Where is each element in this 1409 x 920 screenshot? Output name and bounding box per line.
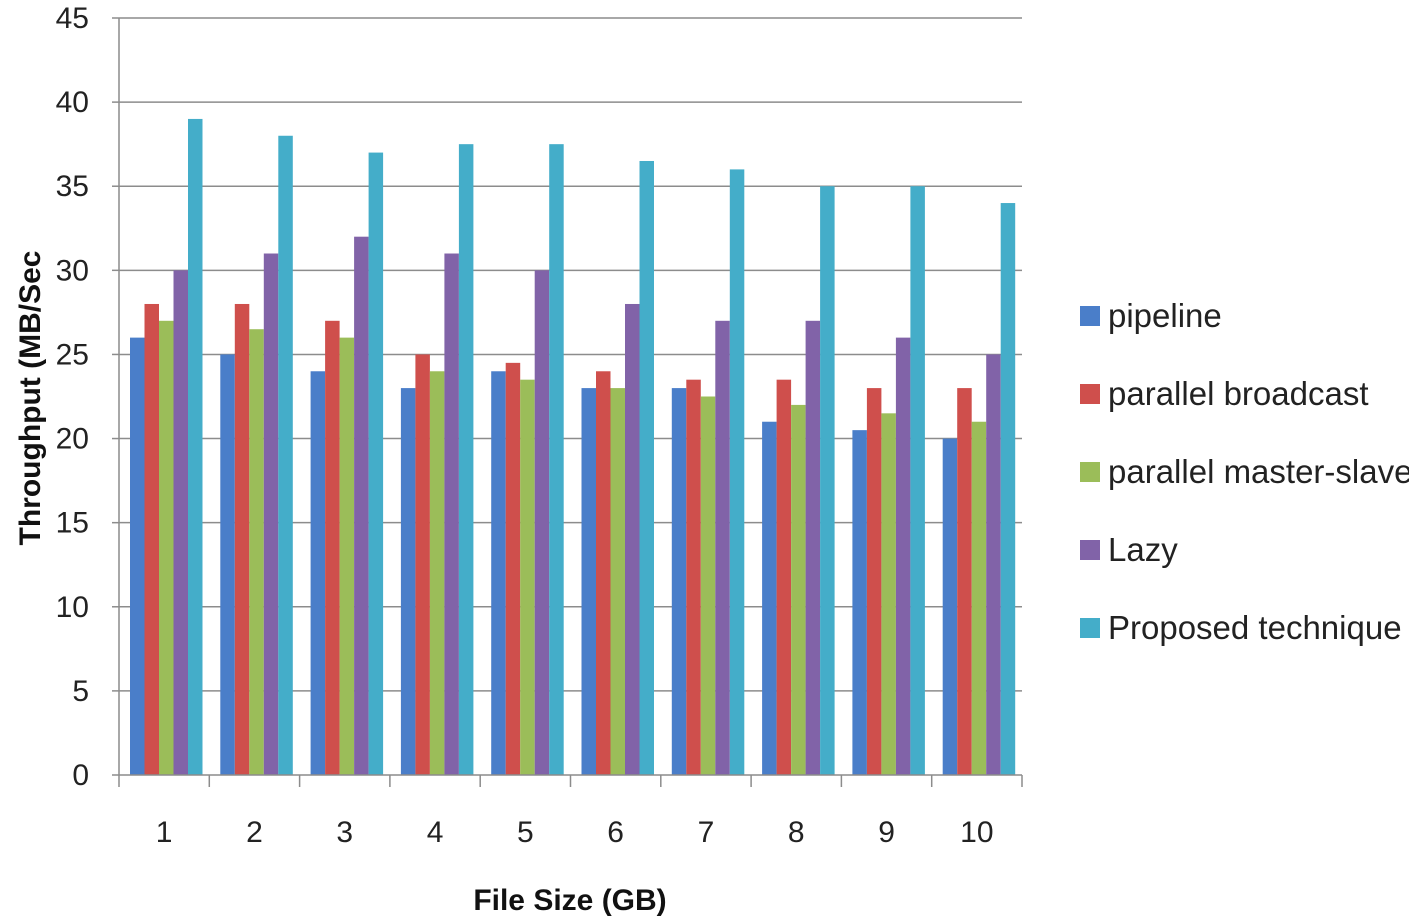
y-tick-label: 20 [56, 423, 89, 456]
legend-label: parallel master-slave [1108, 453, 1409, 490]
legend-swatch [1080, 384, 1100, 404]
x-tick-label: 3 [336, 816, 353, 849]
bar-parallel-broadcast [234, 303, 250, 775]
y-tick-label: 0 [72, 759, 89, 792]
bar-parallel-broadcast [596, 371, 611, 775]
y-tick-label: 40 [56, 86, 89, 119]
y-tick-label: 35 [56, 170, 89, 203]
bar-pipeline [942, 438, 958, 775]
bar-lazy [895, 337, 911, 775]
bar-lazy [805, 320, 821, 775]
bar-pipeline [671, 388, 687, 775]
x-tick-labels: 1 2 3 4 5 6 7 8 9 10 [156, 816, 994, 849]
bar-parallel-broadcast [144, 303, 159, 775]
legend-swatch [1080, 462, 1100, 482]
y-tick-label: 30 [56, 254, 89, 287]
x-axis-title: File Size (GB) [473, 884, 666, 917]
bar-pipeline [762, 421, 777, 775]
bar-proposed-technique [549, 144, 564, 775]
x-tick-label: 10 [960, 816, 993, 849]
legend-label: parallel broadcast [1108, 375, 1369, 412]
y-tick-label: 45 [56, 2, 89, 35]
x-tick-label: 4 [427, 816, 444, 849]
bar-parallel-broadcast [957, 388, 972, 775]
bar-parallel-master-slave [881, 413, 896, 775]
bar-pipeline [310, 371, 326, 775]
bar-proposed-technique [910, 186, 925, 775]
bar-parallel-master-slave [249, 329, 264, 775]
bar-pipeline [581, 388, 596, 775]
bar-proposed-technique [729, 169, 745, 775]
legend-label: Lazy [1108, 531, 1178, 568]
y-tick-label: 5 [72, 675, 89, 708]
bar-lazy [354, 236, 369, 775]
bar-parallel-master-slave [791, 404, 806, 775]
bars [130, 118, 1016, 776]
axes [112, 17, 1023, 787]
bar-pipeline [491, 371, 506, 775]
bar-parallel-master-slave [520, 379, 535, 775]
bar-lazy [444, 253, 459, 775]
x-tick-label: 5 [517, 816, 534, 849]
bar-parallel-master-slave [700, 396, 716, 775]
y-tick-label: 25 [56, 338, 89, 371]
bar-proposed-technique [278, 135, 293, 775]
bar-parallel-broadcast [415, 354, 430, 775]
bar-pipeline [130, 337, 145, 775]
bar-proposed-technique [820, 186, 835, 775]
x-tick-label: 9 [878, 816, 895, 849]
legend-label: pipeline [1108, 297, 1222, 334]
bar-proposed-technique [639, 160, 654, 775]
bar-proposed-technique [368, 152, 384, 776]
legend-swatch [1080, 306, 1100, 326]
bar-parallel-master-slave [429, 371, 445, 775]
legend-label: Proposed technique [1108, 609, 1402, 646]
bar-lazy [173, 270, 188, 775]
bar-parallel-master-slave [610, 388, 625, 775]
bar-lazy [986, 354, 1001, 775]
bar-lazy [625, 303, 640, 775]
bar-pipeline [220, 354, 235, 775]
y-tick-labels: 0 5 10 15 20 25 30 35 40 45 [56, 2, 89, 792]
bar-pipeline [400, 388, 416, 775]
bar-proposed-technique [188, 118, 203, 775]
bar-lazy [263, 253, 279, 775]
bar-parallel-master-slave [971, 421, 987, 775]
bar-proposed-technique [458, 144, 474, 775]
x-tick-label: 7 [698, 816, 715, 849]
bar-parallel-broadcast [325, 320, 340, 775]
bar-lazy [534, 270, 550, 775]
legend-swatch [1080, 540, 1100, 560]
bar-parallel-broadcast [776, 379, 792, 775]
bar-pipeline [852, 430, 867, 775]
bar-lazy [715, 320, 730, 775]
y-tick-label: 10 [56, 591, 89, 624]
bar-proposed-technique [1000, 203, 1016, 776]
x-tick-label: 2 [246, 816, 263, 849]
bar-parallel-master-slave [159, 320, 174, 775]
bar-parallel-broadcast [505, 362, 521, 775]
x-tick-label: 6 [607, 816, 624, 849]
legend-swatch [1080, 618, 1100, 638]
y-axis-title: Throughput (MB/Sec [14, 251, 47, 546]
bar-parallel-broadcast [686, 379, 701, 775]
y-tick-label: 15 [56, 507, 89, 540]
x-tick-label: 1 [156, 816, 173, 849]
bar-parallel-master-slave [339, 337, 355, 775]
bar-parallel-broadcast [866, 388, 882, 775]
x-tick-label: 8 [788, 816, 805, 849]
legend: pipeline parallel broadcast parallel maste… [1080, 297, 1409, 646]
